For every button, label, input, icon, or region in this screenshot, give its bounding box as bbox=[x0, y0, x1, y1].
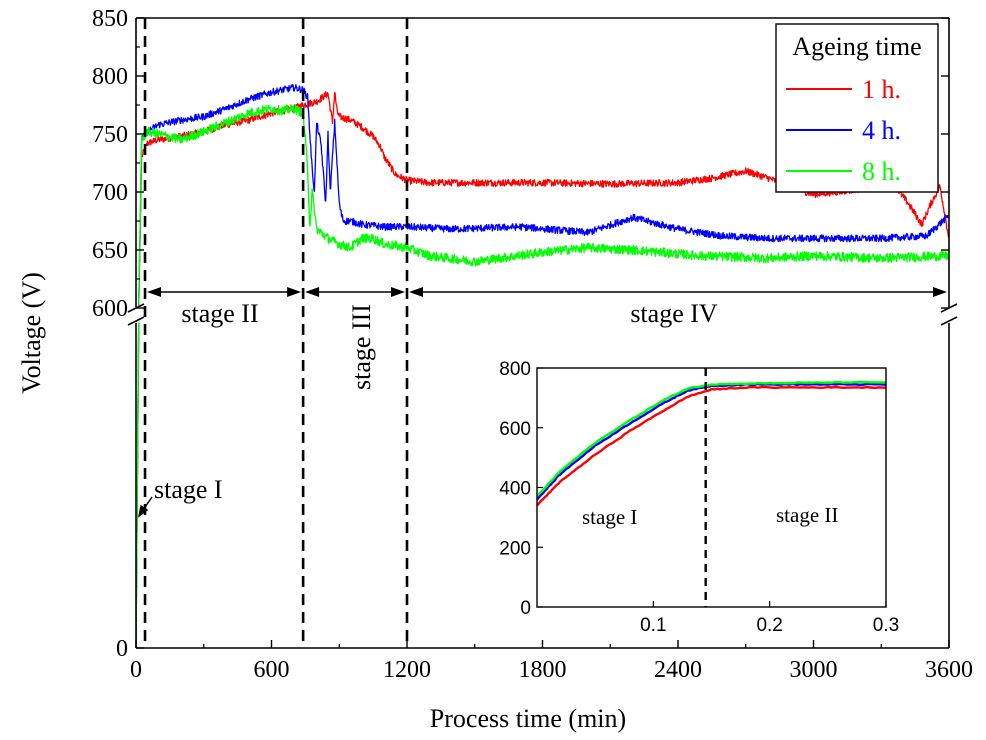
y-tick-label: 600 bbox=[92, 296, 128, 322]
inset-y-tick-label: 0 bbox=[520, 598, 531, 619]
inset-series-layer bbox=[537, 380, 886, 507]
series-line-1 bbox=[138, 83, 949, 308]
stage-ii-label: stage II bbox=[181, 299, 258, 328]
y-axis-ticks: 600 650 700 750 800 850 0 bbox=[92, 6, 949, 662]
legend-title: Ageing time bbox=[792, 32, 921, 61]
inset-y-tick-label: 800 bbox=[499, 359, 531, 380]
inset-y-tick-label: 200 bbox=[499, 538, 531, 559]
stage-iii-label: stage III bbox=[347, 304, 376, 390]
inset-ticks: 0.1 0.2 0.3 0 200 400 600 800 bbox=[499, 359, 899, 636]
y-tick-label: 700 bbox=[92, 180, 128, 206]
y-tick-label: 750 bbox=[92, 122, 128, 148]
inset-series-line-0 bbox=[537, 385, 886, 507]
inset-series-line-2 bbox=[537, 380, 886, 498]
series-line-2 bbox=[138, 103, 949, 308]
inset-series-line-1 bbox=[537, 382, 886, 501]
stage-lines bbox=[143, 18, 409, 648]
inset-x-tick-label: 0.3 bbox=[873, 615, 899, 636]
inset-x-tick-label: 0.1 bbox=[640, 615, 666, 636]
x-tick-label: 1800 bbox=[519, 657, 567, 683]
inset-stage-ii-label: stage II bbox=[776, 503, 838, 527]
inset-background bbox=[537, 368, 886, 607]
x-tick-label: 0 bbox=[130, 657, 142, 683]
legend-label-1h: 1 h. bbox=[862, 75, 901, 104]
y-tick-label: 800 bbox=[92, 64, 128, 90]
inset-y-tick-label: 400 bbox=[499, 479, 531, 500]
legend-box bbox=[775, 23, 939, 193]
y-tick-label: 650 bbox=[92, 238, 128, 264]
legend: Ageing time 1 h. 4 h. 8 h. bbox=[775, 23, 939, 193]
stage-ii-arrow bbox=[147, 287, 302, 297]
stage-iv-arrow bbox=[409, 287, 947, 297]
series-layer bbox=[138, 83, 949, 308]
legend-label-8h: 8 h. bbox=[862, 157, 901, 186]
stage-i-arrow bbox=[137, 496, 153, 518]
x-tick-label: 2400 bbox=[654, 657, 702, 683]
x-axis-label: Process time (min) bbox=[430, 704, 626, 733]
axis-break-left bbox=[127, 303, 145, 326]
stage-arrows bbox=[147, 287, 947, 297]
inset-y-tick-label: 600 bbox=[499, 419, 531, 440]
inset-chart: 0.1 0.2 0.3 0 200 400 600 800 stage I stage II bbox=[499, 359, 899, 636]
legend-label-4h: 4 h. bbox=[862, 116, 901, 145]
inset-stage-i-label: stage I bbox=[582, 505, 637, 529]
x-tick-label: 1200 bbox=[383, 657, 431, 683]
x-tick-label: 3600 bbox=[925, 657, 973, 683]
inset-x-tick-label: 0.2 bbox=[756, 615, 782, 636]
y-axis-label: Voltage (V) bbox=[17, 272, 46, 394]
x-axis-ticks: 0 600 1200 1800 2400 3000 3600 bbox=[130, 640, 973, 683]
axis-break-right bbox=[940, 303, 958, 326]
stage-iii-arrow bbox=[305, 287, 405, 297]
stage-i-label: stage I bbox=[154, 475, 223, 504]
x-tick-label: 3000 bbox=[790, 657, 838, 683]
y-tick-label: 0 bbox=[116, 636, 128, 662]
y-tick-label: 850 bbox=[92, 6, 128, 32]
stage-iv-label: stage IV bbox=[630, 299, 718, 328]
x-tick-label: 600 bbox=[254, 657, 290, 683]
